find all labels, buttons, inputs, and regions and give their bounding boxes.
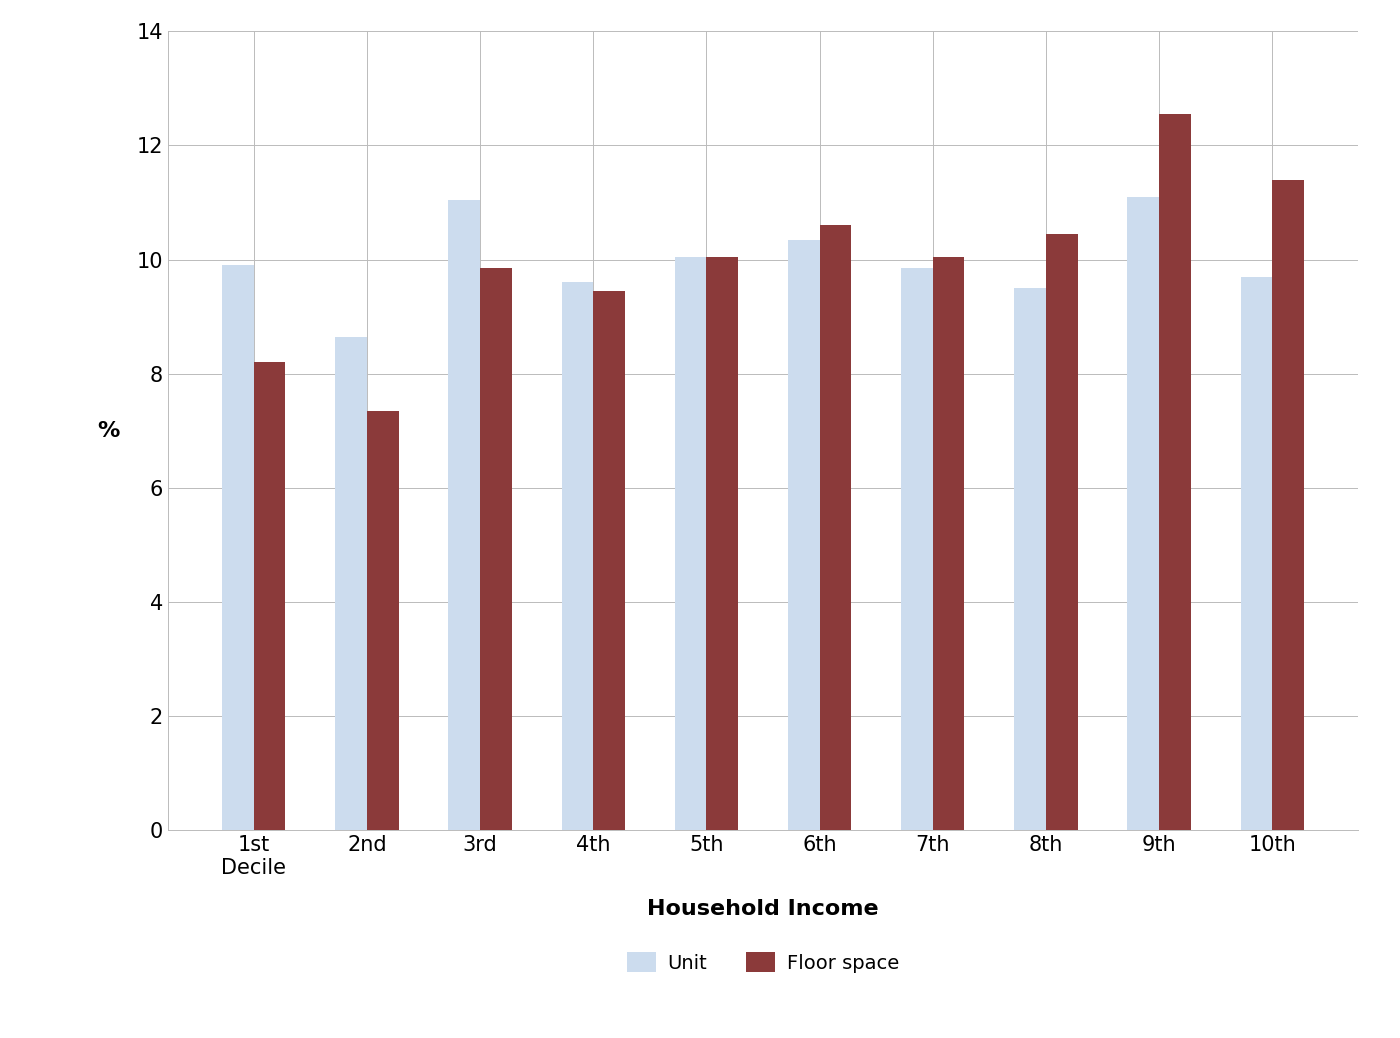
Bar bbox=[561, 282, 594, 830]
Bar bbox=[1240, 277, 1273, 830]
Bar bbox=[253, 362, 286, 830]
X-axis label: Household Income: Household Income bbox=[647, 899, 879, 920]
Bar bbox=[902, 268, 932, 830]
Bar bbox=[594, 291, 624, 830]
Bar bbox=[819, 225, 851, 830]
Bar bbox=[1159, 114, 1191, 830]
Bar bbox=[335, 336, 367, 830]
Bar bbox=[480, 268, 512, 830]
Bar bbox=[223, 266, 253, 830]
Bar bbox=[367, 411, 399, 830]
Y-axis label: %: % bbox=[98, 420, 120, 441]
Bar bbox=[932, 256, 965, 830]
Bar bbox=[1046, 234, 1078, 830]
Bar bbox=[448, 199, 480, 830]
Bar bbox=[788, 240, 819, 830]
Bar bbox=[707, 256, 738, 830]
Legend: Unit, Floor space: Unit, Floor space bbox=[619, 945, 907, 981]
Bar bbox=[675, 256, 707, 830]
Bar bbox=[1273, 180, 1303, 830]
Bar bbox=[1127, 197, 1159, 830]
Bar bbox=[1014, 289, 1046, 830]
